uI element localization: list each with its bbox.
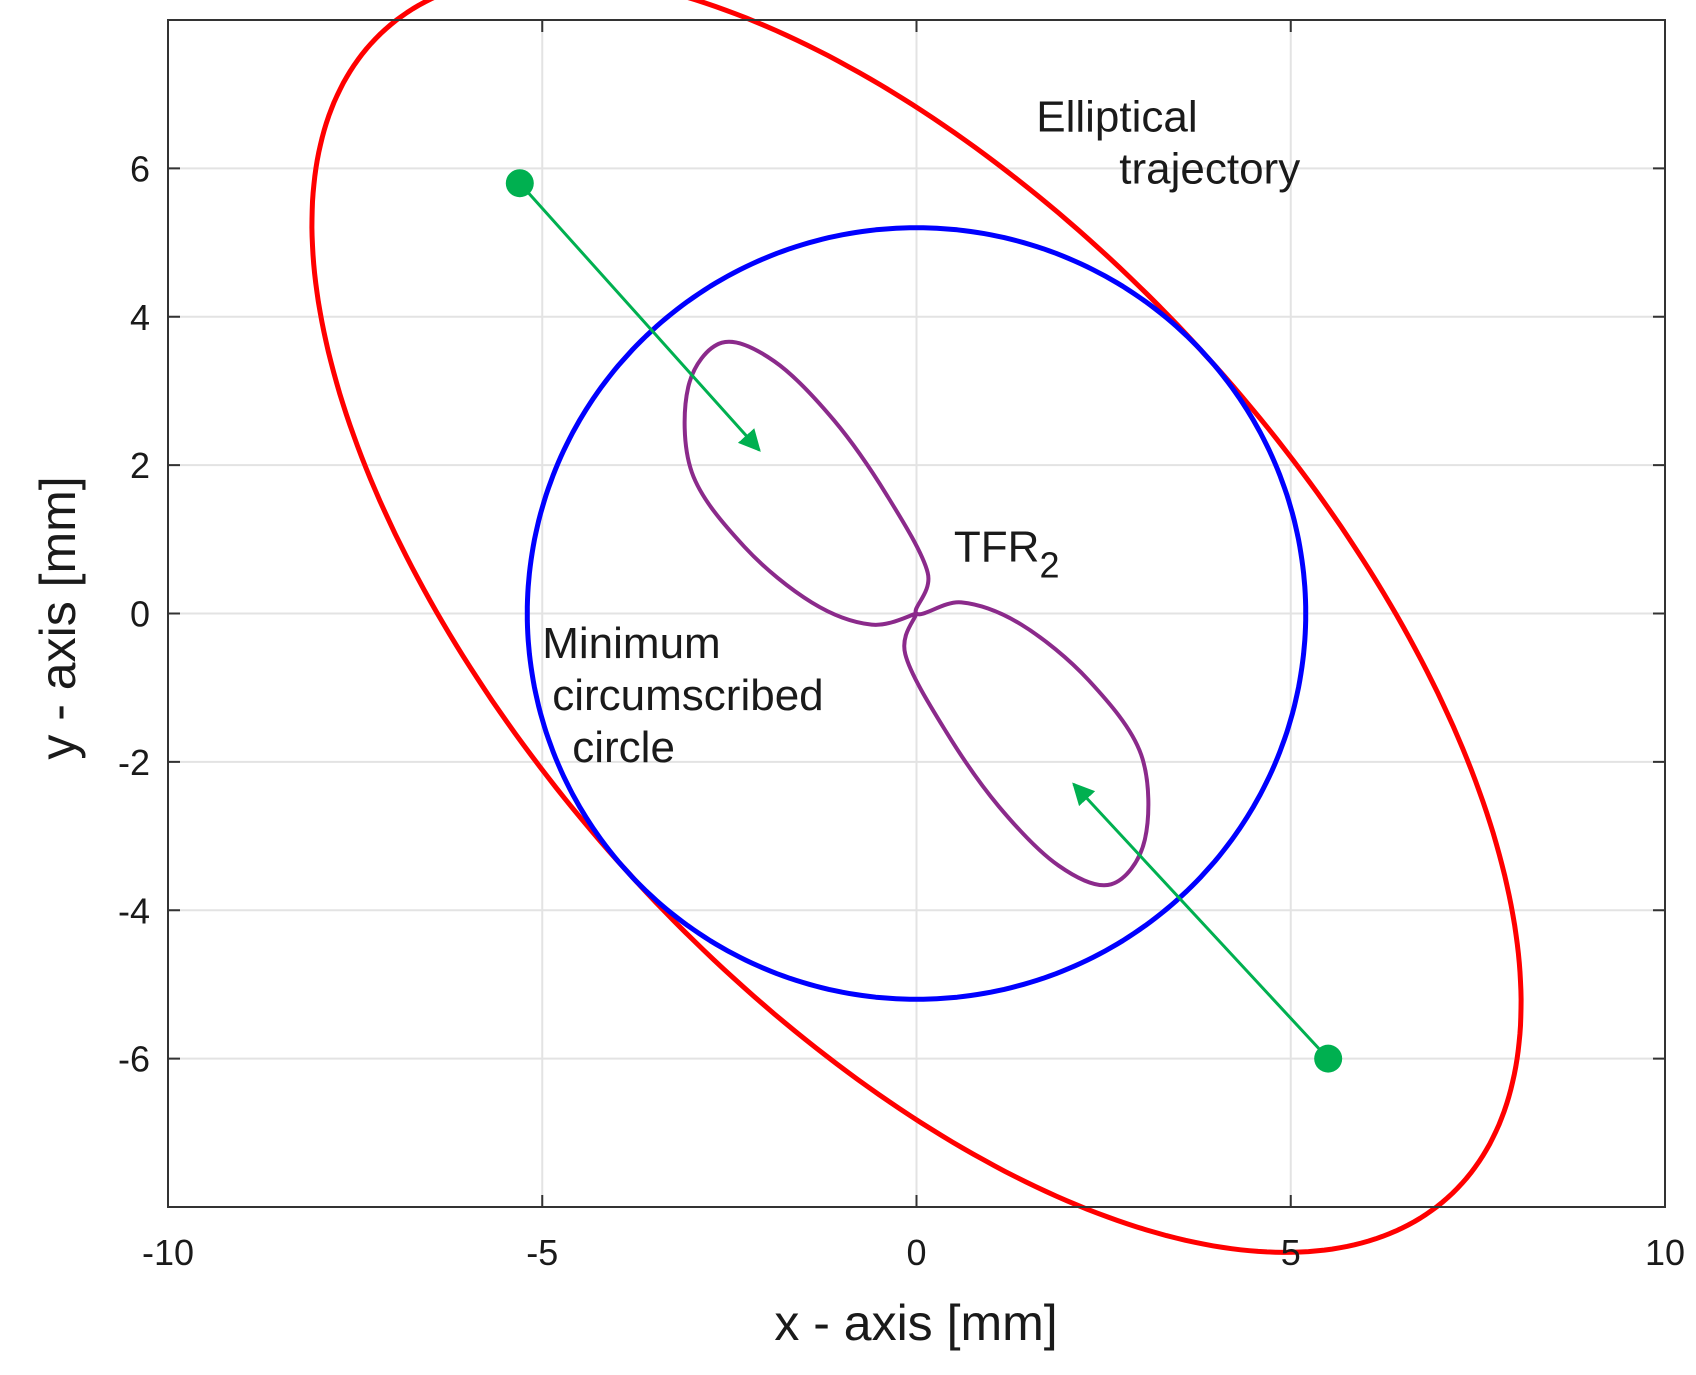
direction-arrow — [1072, 782, 1330, 1060]
ticks — [167, 20, 1666, 1207]
series-tfr2 — [682, 339, 1151, 888]
y-tick-label: 6 — [130, 148, 150, 189]
annotation-elliptical-trajectory: trajectory — [1119, 144, 1300, 193]
series-elliptical-trajectory — [309, 0, 1524, 1255]
x-tick-label: -5 — [526, 1232, 558, 1273]
direction-arrow — [518, 182, 761, 452]
annotation-elliptical-trajectory: Elliptical — [1036, 92, 1197, 141]
x-tick-label: 10 — [1645, 1232, 1685, 1273]
series-layer — [309, 0, 1524, 1255]
x-tick-label: 5 — [1281, 1232, 1301, 1273]
x-axis-label: x - axis [mm] — [774, 1295, 1057, 1351]
series-minimum-circumscribed-circle — [524, 225, 1309, 1002]
y-tick-label: -6 — [118, 1039, 150, 1080]
annotation-minimum-circumscribed-circle: Minimum — [542, 619, 720, 668]
marker-layer — [505, 169, 1343, 1073]
y-tick-label: -2 — [118, 742, 150, 783]
y-tick-label: 2 — [130, 445, 150, 486]
start-point-marker — [505, 169, 534, 198]
annotation-minimum-circumscribed-circle: circle — [572, 723, 675, 772]
x-tick-label: -10 — [142, 1232, 194, 1273]
annotation-tfr2-subscript: 2 — [1039, 545, 1059, 586]
tick-labels: -10 -5 0 5 10 -6 -4 -2 0 2 4 6 — [118, 148, 1685, 1273]
x-tick-label: 0 — [906, 1232, 926, 1273]
y-tick-label: 4 — [130, 297, 150, 338]
annotation-minimum-circumscribed-circle: circumscribed — [552, 671, 823, 720]
start-point-marker — [1314, 1044, 1343, 1073]
y-axis-label: y - axis [mm] — [30, 476, 86, 759]
y-tick-label: 0 — [130, 594, 150, 635]
y-tick-label: -4 — [118, 890, 150, 931]
